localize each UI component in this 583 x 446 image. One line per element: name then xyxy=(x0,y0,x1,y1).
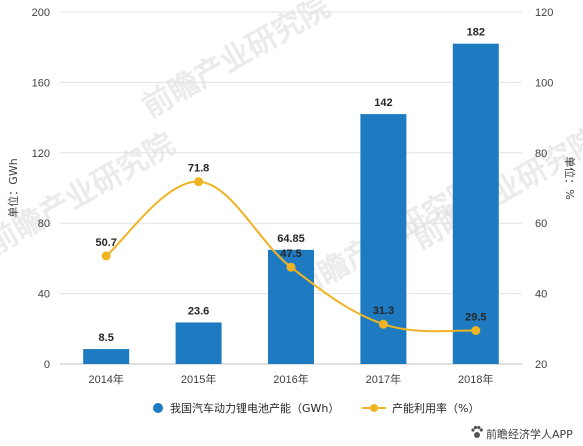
bar-data-label: 64.85 xyxy=(277,233,305,245)
y-left-axis-title: 单位：GWh xyxy=(6,158,20,217)
y-right-tick-label: 40 xyxy=(535,289,547,301)
line-data-label: 47.5 xyxy=(280,248,301,260)
bar xyxy=(452,43,499,365)
line-point xyxy=(471,326,481,336)
source-label: 前瞻经济学人APP xyxy=(486,427,573,441)
y-left-tick-label: 40 xyxy=(38,289,50,301)
y-right-tick-label: 120 xyxy=(535,7,553,19)
legend-bar-label: 我国汽车动力锂电池产能（GWh） xyxy=(170,401,339,415)
y-right-tick-label: 60 xyxy=(535,218,547,230)
line-data-label: 71.8 xyxy=(188,163,209,175)
x-tick-label: 2017年 xyxy=(366,372,401,386)
paw-icon xyxy=(471,425,483,438)
y-right-tick-label: 80 xyxy=(535,148,547,160)
y-left-tick-label: 80 xyxy=(38,218,50,230)
x-tick-label: 2016年 xyxy=(273,372,308,386)
line-point xyxy=(286,262,296,272)
legend-line-label: 产能利用率（%） xyxy=(392,401,479,415)
y-left-tick-label: 0 xyxy=(44,359,50,371)
line-point xyxy=(378,319,388,329)
watermark: 前瞻产业研究院 xyxy=(137,0,336,125)
bar xyxy=(83,349,130,364)
y-left-tick-label: 160 xyxy=(32,77,50,89)
y-left-tick-label: 200 xyxy=(32,7,50,19)
x-tick-label: 2018年 xyxy=(458,372,493,386)
line-data-label: 50.7 xyxy=(95,237,116,249)
y-right-tick-label: 100 xyxy=(535,77,553,89)
line-data-label: 29.5 xyxy=(465,312,486,324)
line-point xyxy=(194,177,204,187)
legend-bar-marker xyxy=(153,403,163,413)
y-right-axis-title: 单位：% xyxy=(563,156,577,199)
y-right-tick-label: 20 xyxy=(535,359,547,371)
x-tick-label: 2015年 xyxy=(181,372,216,386)
bar xyxy=(175,322,222,364)
bar-data-label: 142 xyxy=(374,97,392,109)
line-series xyxy=(105,180,476,333)
bar-data-label: 182 xyxy=(467,27,485,39)
x-tick-label: 2014年 xyxy=(88,372,123,386)
bar-data-label: 23.6 xyxy=(188,305,209,317)
watermark: 前瞻产业研究院 xyxy=(0,127,181,262)
line-point xyxy=(101,251,111,261)
line-data-label: 31.3 xyxy=(373,305,394,317)
y-left-tick-label: 120 xyxy=(32,148,50,160)
bar-data-label: 8.5 xyxy=(99,332,114,344)
legend-line-dot xyxy=(370,404,378,412)
